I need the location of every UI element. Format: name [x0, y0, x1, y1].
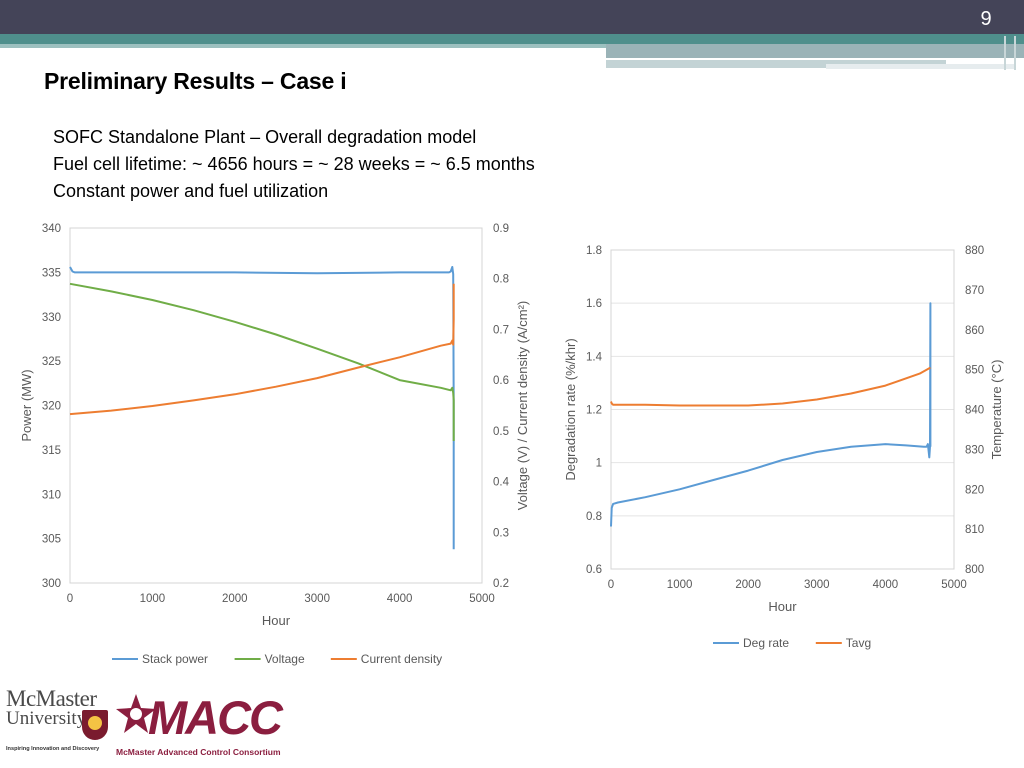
subtitle-line: Constant power and fuel utilization — [53, 181, 329, 201]
crest-icon — [82, 710, 108, 740]
y2-tick-label: 0.9 — [493, 223, 509, 235]
macc-subtitle: McMaster Advanced Control Consortium — [116, 747, 281, 757]
banner-decoration — [826, 64, 1016, 69]
y2-tick-label: 850 — [965, 365, 984, 377]
banner-decoration — [1014, 36, 1016, 70]
y2-tick-label: 880 — [965, 245, 984, 257]
banner-decoration — [606, 60, 946, 68]
y2-tick-label: 0.5 — [493, 426, 509, 438]
x-axis-title: Hour — [262, 613, 291, 628]
top-banner — [0, 0, 1024, 34]
y2-tick-label: 810 — [965, 524, 984, 536]
x-tick-label: 1000 — [140, 593, 166, 605]
slide-title: Preliminary Results – Case i — [44, 68, 347, 94]
y-tick-label: 305 — [42, 534, 61, 546]
y-tick-label: 320 — [42, 401, 61, 413]
y2-tick-label: 800 — [965, 564, 984, 576]
macc-star-icon — [116, 694, 156, 733]
banner-stripe-light — [0, 44, 606, 48]
mcmaster-logo: McMaster University Inspiring Innovation… — [6, 686, 108, 758]
x-axis-title: Hour — [768, 599, 797, 614]
legend-label: Tavg — [846, 636, 871, 650]
y-tick-label: 315 — [42, 445, 61, 457]
university-wordmark: University — [6, 708, 87, 729]
x-tick-label: 3000 — [304, 593, 330, 605]
x-tick-label: 2000 — [222, 593, 248, 605]
y-tick-label: 310 — [42, 489, 61, 501]
series-line-current-density — [69, 283, 455, 416]
y2-tick-label: 0.6 — [493, 375, 509, 387]
x-tick-label: 1000 — [667, 579, 693, 591]
series-line-stack-power — [69, 266, 455, 550]
y-tick-label: 1.6 — [586, 298, 602, 310]
x-tick-label: 5000 — [941, 579, 967, 591]
power-voltage-chart: 300 305 310 315 320 325 330 335 340 0.2 0.3 0.4 0.5 0… — [19, 223, 530, 666]
y-axis-title: Degradation rate (%/khr) — [563, 338, 578, 480]
y-tick-label: 300 — [42, 578, 61, 590]
y-tick-label: 1.2 — [586, 405, 602, 417]
legend-item: Tavg — [815, 636, 871, 650]
legend-label: Voltage — [265, 652, 305, 666]
subtitle-line: Fuel cell lifetime: ~ 4656 hours = ~ 28 … — [53, 154, 535, 174]
legend-label: Stack power — [142, 652, 208, 666]
y-tick-label: 1 — [596, 458, 602, 470]
y2-axis-title: Voltage (V) / Current density (A/cm²) — [515, 301, 530, 511]
banner-stripe — [0, 34, 1024, 44]
x-tick-label: 4000 — [873, 579, 899, 591]
y-tick-label: 1.4 — [586, 351, 603, 363]
y2-tick-label: 0.7 — [493, 324, 509, 336]
x-tick-label: 0 — [608, 579, 614, 591]
y-axis-title: Power (MW) — [19, 369, 34, 441]
y-tick-label: 0.8 — [586, 511, 602, 523]
y2-tick-label: 860 — [965, 325, 984, 337]
banner-decoration — [606, 44, 1024, 58]
series-line-tavg — [610, 366, 931, 407]
x-tick-label: 3000 — [804, 579, 830, 591]
y2-axis-title: Temperature (°C) — [989, 360, 1004, 460]
y-tick-label: 330 — [42, 312, 61, 324]
macc-wordmark: MACC — [148, 691, 283, 744]
legend-item: Deg rate — [713, 636, 789, 650]
y2-tick-label: 0.3 — [493, 527, 509, 539]
y-tick-label: 340 — [42, 223, 61, 235]
degradation-temperature-chart: 0.6 0.8 1 1.2 1.4 1.6 1.8 800 810 820 830 840 850 860… — [563, 245, 1004, 650]
legend-label: Deg rate — [743, 636, 789, 650]
x-tick-label: 4000 — [387, 593, 413, 605]
series-line-deg-rate — [610, 302, 932, 527]
legend-item: Stack power — [112, 652, 208, 666]
subtitle-line: SOFC Standalone Plant – Overall degradat… — [53, 127, 477, 147]
series-line-voltage — [69, 282, 455, 441]
plot-area-border — [610, 249, 955, 570]
macc-logo: MACC McMaster Advanced Control Consortiu… — [114, 688, 284, 760]
y2-tick-label: 0.4 — [493, 477, 510, 489]
y-tick-label: 0.6 — [586, 564, 602, 576]
y-tick-label: 1.8 — [586, 245, 602, 257]
mcmaster-tagline: Inspiring Innovation and Discovery — [6, 746, 100, 752]
y2-tick-label: 870 — [965, 285, 984, 297]
y2-tick-label: 830 — [965, 444, 984, 456]
slide-number: 9 — [980, 8, 992, 30]
x-tick-label: 2000 — [735, 579, 761, 591]
y2-tick-label: 820 — [965, 484, 984, 496]
y2-tick-label: 840 — [965, 405, 984, 417]
y2-tick-label: 0.2 — [493, 578, 509, 590]
y-tick-label: 335 — [42, 267, 61, 279]
y2-tick-label: 0.8 — [493, 274, 509, 286]
plot-area-border — [69, 227, 483, 584]
mcmaster-wordmark: McMaster — [6, 686, 97, 711]
banner-decoration — [1004, 36, 1006, 70]
legend-label: Current density — [361, 652, 442, 666]
x-tick-label: 0 — [67, 593, 73, 605]
legend-item: Current density — [330, 652, 442, 666]
x-tick-label: 5000 — [469, 593, 495, 605]
y-tick-label: 325 — [42, 356, 61, 368]
legend-item: Voltage — [234, 652, 305, 666]
